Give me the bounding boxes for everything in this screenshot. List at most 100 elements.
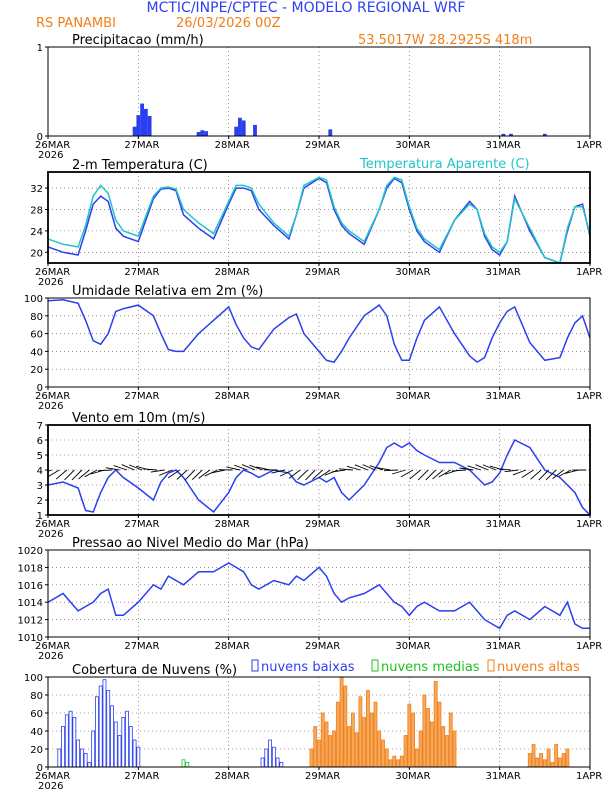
bar — [132, 739, 137, 767]
day-label: 1APR — [576, 391, 602, 402]
wind-arrow — [97, 469, 113, 472]
wind-arrow — [417, 469, 429, 481]
y-tick-label: 0 — [37, 763, 43, 774]
bar — [140, 103, 145, 136]
bar — [196, 132, 201, 136]
day-label: 28MAR — [215, 267, 250, 278]
y-tick-label: 0 — [37, 383, 43, 394]
y-tick-label: 1012 — [18, 616, 43, 627]
bar — [407, 703, 412, 767]
bar — [403, 735, 408, 767]
wind-arrow — [496, 468, 512, 471]
bar — [253, 124, 257, 136]
bar — [437, 701, 442, 767]
wind-arrow — [78, 469, 90, 480]
day-label: 1APR — [576, 140, 602, 151]
bar — [448, 712, 453, 767]
y-tick-label: 24 — [30, 227, 43, 238]
year-label: 2026 — [38, 150, 63, 161]
panel-frame — [47, 424, 591, 516]
y-tick-label: 80 — [30, 312, 43, 323]
wind-arrow — [409, 469, 421, 480]
bar — [527, 753, 532, 767]
wind-arrow — [384, 469, 399, 472]
day-label: 30MAR — [395, 140, 430, 151]
day-label: 29MAR — [305, 140, 340, 151]
wind-arrow — [400, 469, 414, 478]
wind-arrow — [312, 469, 324, 480]
panel-6 — [45, 676, 591, 770]
y-tick-label: 6 — [37, 436, 43, 447]
wind-arrow — [184, 469, 196, 481]
bar — [125, 710, 129, 767]
day-label: 30MAR — [395, 267, 430, 278]
bar — [57, 748, 62, 767]
year-label: 2026 — [38, 277, 63, 288]
bar — [354, 732, 359, 767]
wind-arrow — [376, 467, 391, 471]
panel-title: 2-m Temperatura (C) — [72, 158, 208, 173]
y-tick-label: 40 — [30, 727, 43, 738]
series-group — [48, 438, 590, 515]
bar — [76, 739, 81, 767]
panel-5 — [45, 549, 591, 640]
bar — [106, 690, 111, 767]
header-run-date: 26/03/2026 00Z — [176, 16, 281, 31]
bar — [324, 721, 329, 767]
day-label: 30MAR — [395, 391, 430, 402]
header-location: RS PANAMBI — [36, 16, 116, 31]
bar — [181, 759, 186, 767]
day-label: 26MAR — [35, 771, 70, 782]
y-tick-label: 60 — [30, 709, 43, 720]
header-coords: 53.5017W 28.2925S 418m — [358, 33, 532, 48]
bar — [531, 744, 536, 767]
wind-arrow — [538, 469, 549, 481]
day-label: 26MAR — [35, 519, 70, 530]
bar — [426, 708, 431, 767]
wind-arrow — [392, 469, 406, 475]
legend-high-clouds: nuvens altas — [497, 660, 580, 675]
y-tick-label: 100 — [24, 294, 43, 305]
day-label: 1APR — [576, 519, 602, 530]
bar — [381, 739, 385, 767]
panel-1 — [45, 46, 591, 139]
wind-arrow — [565, 469, 579, 474]
wind-arrow — [504, 469, 519, 473]
series-group — [57, 677, 570, 767]
wind-arrow — [226, 466, 241, 471]
bar — [113, 721, 118, 767]
day-label: 27MAR — [124, 391, 159, 402]
wind-arrow — [48, 469, 52, 472]
wind-arrow — [211, 469, 225, 474]
y-tick-label: 1 — [37, 43, 43, 54]
y-tick-label: 28 — [30, 205, 43, 216]
bar — [317, 739, 321, 767]
day-label: 27MAR — [124, 519, 159, 530]
bar — [373, 701, 378, 767]
series-group — [48, 176, 590, 263]
bar — [350, 712, 355, 767]
wind-arrow — [249, 464, 263, 471]
bar — [414, 748, 419, 767]
series-group — [48, 299, 590, 364]
bar — [136, 746, 141, 767]
panel-2 — [45, 171, 591, 266]
wind-arrow — [459, 467, 474, 471]
bar — [542, 759, 547, 767]
bar — [433, 681, 438, 767]
day-label: 28MAR — [215, 140, 250, 151]
bar — [83, 753, 88, 767]
wind-arrow — [48, 469, 60, 478]
day-label: 30MAR — [395, 641, 430, 652]
wind-arrow — [354, 464, 369, 471]
year-label: 2026 — [38, 529, 63, 540]
series-group — [132, 103, 547, 136]
bar — [279, 762, 284, 767]
wind-arrow — [204, 469, 218, 477]
year-label: 2026 — [38, 651, 63, 662]
y-tick-label: 2 — [37, 496, 43, 507]
wind-arrow — [362, 464, 376, 471]
wind-arrow — [279, 469, 293, 477]
wind-arrow — [234, 464, 248, 471]
bar — [313, 726, 318, 767]
